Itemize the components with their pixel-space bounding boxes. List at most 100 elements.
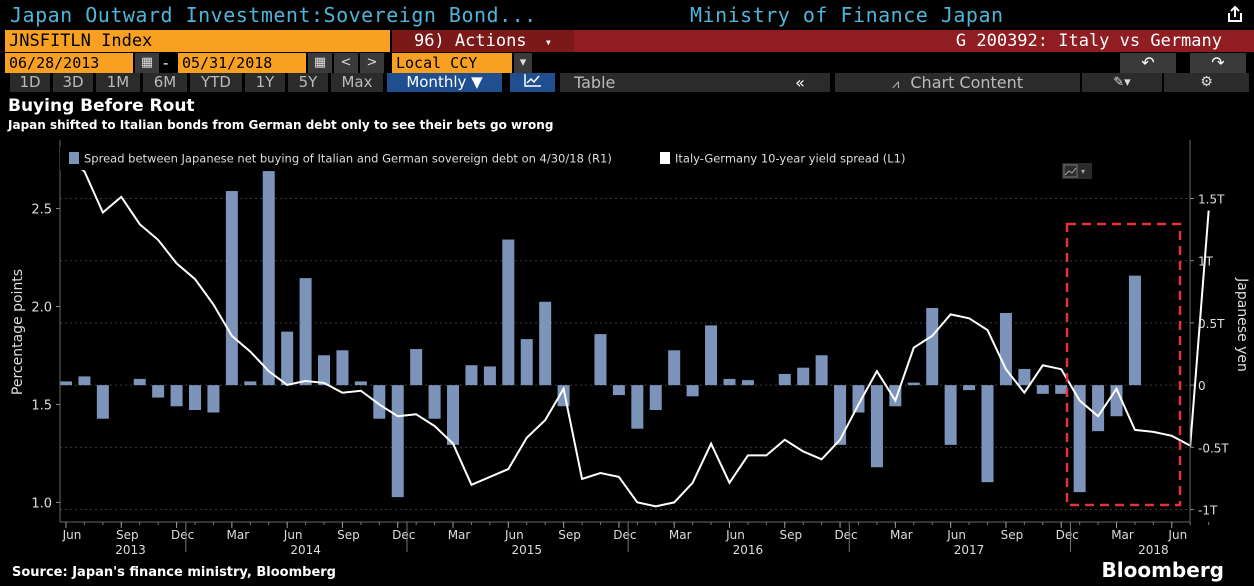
- range-1m[interactable]: 1M: [96, 73, 140, 92]
- right-tick-label: 0.5T: [1198, 317, 1225, 331]
- bar: [225, 191, 238, 386]
- bar: [96, 385, 109, 419]
- x-month-label: Jun: [283, 528, 303, 542]
- x-year-label: 2014: [290, 543, 321, 557]
- start-date-input[interactable]: 06/28/2013: [5, 53, 133, 73]
- svg-text:▾: ▾: [1081, 167, 1085, 176]
- line-chart-icon[interactable]: [510, 73, 555, 92]
- x-month-label: Dec: [613, 528, 636, 542]
- bar-series: [60, 171, 1141, 498]
- window-title: Japan Outward Investment:Sovereign Bond.…: [10, 3, 537, 27]
- bar: [299, 278, 312, 386]
- table-button[interactable]: Table: [560, 73, 830, 92]
- right-tick-label: 1.5T: [1198, 192, 1225, 206]
- chart-content-button[interactable]: ⩘ Chart Content: [835, 73, 1080, 92]
- ticker-input[interactable]: JNSFITLN Index: [5, 30, 390, 52]
- range-5y[interactable]: 5Y: [288, 73, 328, 92]
- x-month-label: Sep: [779, 528, 802, 542]
- x-month-label: Sep: [558, 528, 581, 542]
- range-3d[interactable]: 3D: [53, 73, 93, 92]
- chart-content-icon: ⩘: [891, 77, 900, 92]
- line-series: [65, 156, 1210, 508]
- chart-type-toggle[interactable]: ▾: [1062, 163, 1092, 179]
- bar: [152, 385, 165, 398]
- chevron-down-icon: ▾: [544, 35, 553, 49]
- bar: [60, 381, 72, 386]
- bar: [502, 239, 515, 386]
- legend-entry: Italy-Germany 10-year yield spread (L1): [675, 152, 906, 166]
- right-tick-label: -0.5T: [1198, 441, 1229, 455]
- bar: [483, 366, 496, 386]
- bar: [520, 339, 533, 386]
- bar: [244, 381, 257, 386]
- bar: [944, 385, 957, 445]
- frequency-select[interactable]: Monthly ▼: [387, 73, 502, 92]
- compare-title: G 200392: Italy vs Germany: [574, 30, 1254, 52]
- x-month-label: Jun: [946, 528, 966, 542]
- chevron-down-icon[interactable]: ▾: [514, 53, 532, 73]
- gear-icon[interactable]: ⚙: [1164, 73, 1249, 92]
- x-month-label: Dec: [171, 528, 194, 542]
- bar: [723, 378, 736, 386]
- date-row: 06/28/2013 ▦ - 05/31/2018 ▦ < > Local CC…: [0, 52, 1254, 74]
- actions-button[interactable]: 96) Actions ▾: [392, 30, 574, 52]
- prev-button[interactable]: <: [334, 53, 358, 73]
- legend-bar-swatch: [69, 152, 79, 164]
- legend-background: [60, 147, 933, 170]
- left-tick-label: 1.5: [31, 398, 52, 413]
- brand-logo: Bloomberg: [1101, 558, 1224, 582]
- bar: [981, 385, 994, 483]
- calendar-icon[interactable]: ▦: [308, 53, 332, 73]
- x-month-label: Mar: [227, 528, 250, 542]
- bar: [1036, 385, 1049, 394]
- x-year-label: 2015: [511, 543, 542, 557]
- collapse-button[interactable]: «: [795, 73, 805, 92]
- x-year-label: 2018: [1138, 543, 1169, 557]
- export-icon[interactable]: [1226, 5, 1244, 23]
- bar: [778, 373, 791, 386]
- calendar-icon[interactable]: ▦: [135, 53, 159, 73]
- bar: [907, 382, 920, 386]
- x-year-label: 2017: [954, 543, 985, 557]
- x-month-label: Mar: [1111, 528, 1134, 542]
- bar: [1092, 385, 1105, 432]
- range-ytd[interactable]: YTD: [190, 73, 242, 92]
- bar: [852, 385, 865, 413]
- bar: [170, 385, 183, 407]
- bar: [391, 385, 404, 498]
- right-tick-label: 1T: [1198, 255, 1214, 269]
- next-button[interactable]: >: [360, 53, 384, 73]
- x-month-label: Dec: [392, 528, 415, 542]
- highlight-box: [1065, 222, 1182, 507]
- bar: [1018, 368, 1031, 386]
- x-month-label: Sep: [337, 528, 360, 542]
- bar: [594, 334, 607, 386]
- bar: [133, 378, 146, 386]
- right-tick-label: 0: [1198, 379, 1206, 393]
- bar: [354, 381, 367, 386]
- bar: [78, 376, 91, 386]
- left-tick-label: 2.0: [31, 301, 52, 316]
- range-1y[interactable]: 1Y: [245, 73, 285, 92]
- edit-button[interactable]: ✎▾: [1082, 73, 1162, 92]
- currency-select[interactable]: Local CCY: [392, 53, 512, 73]
- bar: [428, 385, 441, 419]
- redo-button[interactable]: ↷: [1190, 53, 1246, 73]
- range-1d[interactable]: 1D: [10, 73, 50, 92]
- bar: [815, 355, 828, 386]
- bar: [1055, 385, 1068, 394]
- x-month-label: Jun: [504, 528, 524, 542]
- x-month-label: Sep: [1001, 528, 1024, 542]
- legend: Spread between Japanese net buying of It…: [60, 147, 933, 170]
- range-6m[interactable]: 6M: [143, 73, 187, 92]
- end-date-input[interactable]: 05/31/2018: [178, 53, 306, 73]
- x-month-label: Jun: [725, 528, 745, 542]
- undo-button[interactable]: ↶: [1120, 53, 1176, 73]
- bar: [410, 349, 423, 386]
- x-month-label: Dec: [834, 528, 857, 542]
- bar: [834, 385, 847, 445]
- range-max[interactable]: Max: [331, 73, 383, 92]
- left-tick-label: 1.0: [31, 496, 52, 511]
- date-separator: -: [163, 54, 169, 72]
